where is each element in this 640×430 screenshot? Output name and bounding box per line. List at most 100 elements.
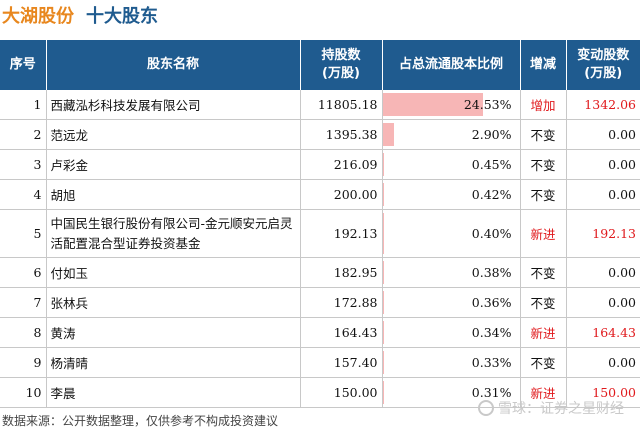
changed-shares: 0.00 [566,179,640,210]
table-row: 8 黄涛 164.43 0.34% 新进 164.43 [0,317,640,348]
table-row: 4 胡旭 200.00 0.42% 不变 0.00 [0,179,640,210]
table-row: 3 卢彩金 216.09 0.45% 不变 0.00 [0,149,640,180]
header-change: 增减 [520,40,567,90]
change-status: 增加 [520,90,567,120]
header-shares: 持股数 (万股) [300,40,383,90]
table-row: 7 张林兵 172.88 0.36% 不变 0.00 [0,287,640,318]
row-index: 10 [0,377,47,408]
table-row: 6 付如玉 182.95 0.38% 不变 0.00 [0,257,640,288]
shares-held: 200.00 [300,179,383,210]
holder-name: 杨清晴 [46,347,301,378]
ratio-bar [382,321,384,344]
row-index: 4 [0,179,47,210]
change-status: 新进 [520,317,567,348]
change-status: 不变 [520,149,567,180]
changed-shares: 0.00 [566,287,640,318]
shares-held: 172.88 [300,287,383,318]
float-ratio: 2.90% [471,127,512,142]
snowball-logo-icon [478,400,494,416]
table-row: 9 杨清晴 157.40 0.33% 不变 0.00 [0,347,640,378]
float-ratio-cell: 0.33% [382,347,521,378]
changed-shares: 0.00 [566,347,640,378]
ratio-bar [382,153,385,176]
ratio-bar [382,381,384,404]
row-index: 6 [0,257,47,288]
float-ratio: 24.53% [463,97,512,112]
holder-name: 张林兵 [46,287,301,318]
holder-name: 中国民生银行股份有限公司-金元顺安元启灵活配置混合型证券投资基金 [46,209,301,258]
float-ratio-cell: 0.31% [382,377,521,408]
shares-held: 182.95 [300,257,383,288]
changed-shares: 0.00 [566,257,640,288]
title-bar: 大湖股份 十大股东 [0,0,640,30]
header-name: 股东名称 [46,40,301,90]
change-status: 新进 [520,209,567,258]
float-ratio: 0.31% [471,385,512,400]
row-index: 7 [0,287,47,318]
table-body: 1 西藏泓杉科技发展有限公司 11805.18 24.53% 增加 1342.06 2 范远龙… [0,90,640,408]
shares-held: 164.43 [300,317,383,348]
shares-held: 11805.18 [300,90,383,120]
holder-name: 卢彩金 [46,149,301,180]
float-ratio: 0.42% [471,187,512,202]
table-header-row: 序号 股东名称 持股数 (万股) 占总流通股本比例 增减 变动股数 (万股) [0,40,640,90]
row-index: 9 [0,347,47,378]
change-status: 不变 [520,347,567,378]
shares-held: 150.00 [300,377,383,408]
float-ratio: 0.40% [471,226,512,241]
data-source-note: 数据来源：公开数据整理，仅供参考不构成投资建议 [2,414,279,428]
float-ratio: 0.45% [471,157,512,172]
holder-name: 黄涛 [46,317,301,348]
header-delta: 变动股数 (万股) [566,40,640,90]
row-index: 2 [0,119,47,150]
float-ratio: 0.34% [471,325,512,340]
holder-name: 范远龙 [46,119,301,150]
changed-shares: 1342.06 [566,90,640,120]
company-name: 大湖股份 [2,6,74,27]
changed-shares: 150.00 [566,377,640,408]
float-ratio-cell: 0.38% [382,257,521,288]
holder-name: 李晨 [46,377,301,408]
float-ratio: 0.36% [471,295,512,310]
float-ratio-cell: 2.90% [382,119,521,150]
ratio-bar [382,291,384,314]
float-ratio-cell: 0.36% [382,287,521,318]
changed-shares: 164.43 [566,317,640,348]
shares-held: 1395.38 [300,119,383,150]
header-ratio: 占总流通股本比例 [382,40,521,90]
change-status: 不变 [520,119,567,150]
ratio-bar [382,213,385,254]
header-delta-line1: 变动股数 [577,48,630,63]
shareholders-table: 序号 股东名称 持股数 (万股) 占总流通股本比例 增减 变动股数 (万股) 1… [0,40,640,408]
row-index: 3 [0,149,47,180]
table-row: 1 西藏泓杉科技发展有限公司 11805.18 24.53% 增加 1342.06 [0,90,640,120]
ratio-bar [382,93,483,116]
change-status: 不变 [520,287,567,318]
shares-held: 192.13 [300,209,383,258]
table-row: 2 范远龙 1395.38 2.90% 不变 0.00 [0,119,640,150]
watermark-text: 雪球：证券之星财经 [498,401,624,417]
holder-name: 付如玉 [46,257,301,288]
change-status: 新进 [520,377,567,408]
ratio-bar [382,261,385,284]
ratio-bar [382,183,385,206]
header-delta-line2: (万股) [584,66,623,81]
float-ratio: 0.33% [471,355,512,370]
header-shares-line1: 持股数 [321,48,361,63]
holder-name: 胡旭 [46,179,301,210]
float-ratio-cell: 0.34% [382,317,521,348]
changed-shares: 0.00 [566,149,640,180]
float-ratio-cell: 0.42% [382,179,521,210]
ratio-bar [382,351,384,374]
float-ratio-cell: 24.53% [382,90,521,120]
watermark: 雪球：证券之星财经 [478,398,624,418]
changed-shares: 192.13 [566,209,640,258]
shares-held: 216.09 [300,149,383,180]
table-row: 10 李晨 150.00 0.31% 新进 150.00 [0,377,640,408]
holder-name: 西藏泓杉科技发展有限公司 [46,90,301,120]
row-index: 5 [0,209,47,258]
float-ratio-cell: 0.40% [382,209,521,258]
changed-shares: 0.00 [566,119,640,150]
row-index: 1 [0,90,47,120]
header-shares-line2: (万股) [322,66,360,81]
